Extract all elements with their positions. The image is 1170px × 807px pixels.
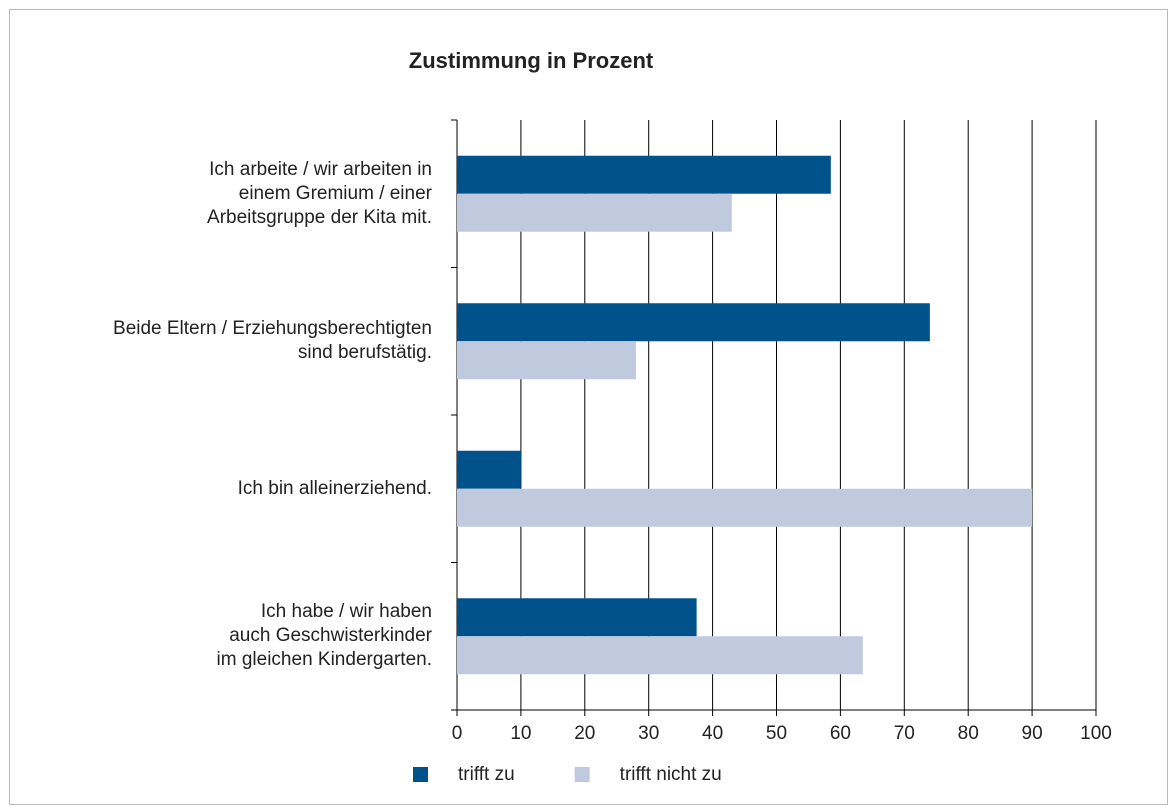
bar (457, 341, 636, 380)
x-tick-label: 10 (510, 723, 531, 744)
bar (457, 598, 697, 637)
bar (457, 193, 732, 232)
bar (457, 636, 863, 675)
frame (9, 9, 1168, 805)
category-label: Ich habe / wir haben auch Geschwisterkin… (216, 601, 432, 671)
legend-label: trifft nicht zu (620, 764, 722, 785)
legend-swatch (574, 767, 590, 782)
x-tick-label: 0 (452, 723, 463, 744)
x-tick-label: 80 (958, 723, 979, 744)
x-tick-label: 20 (574, 723, 595, 744)
category-label: Beide Eltern / Erziehungsberechtigten si… (113, 318, 432, 364)
x-tick-label: 70 (894, 723, 915, 744)
x-tick-label: 50 (766, 723, 787, 744)
x-tick-label: 60 (830, 723, 851, 744)
category-label: Ich bin alleinerziehend. (237, 477, 432, 499)
bar (457, 488, 1033, 527)
bar (457, 155, 831, 194)
x-tick-label: 30 (638, 723, 659, 744)
category-label: Ich arbeite / wir arbeiten in einem Grem… (207, 158, 432, 228)
legend-label: trifft zu (458, 764, 515, 785)
bar (457, 450, 521, 489)
x-tick-label: 40 (702, 723, 723, 744)
x-tick-label: 100 (1080, 723, 1112, 744)
bar (457, 303, 930, 342)
x-tick-label: 90 (1022, 723, 1043, 744)
chart-title: Zustimmung in Prozent (409, 48, 654, 73)
legend-swatch (413, 767, 428, 782)
